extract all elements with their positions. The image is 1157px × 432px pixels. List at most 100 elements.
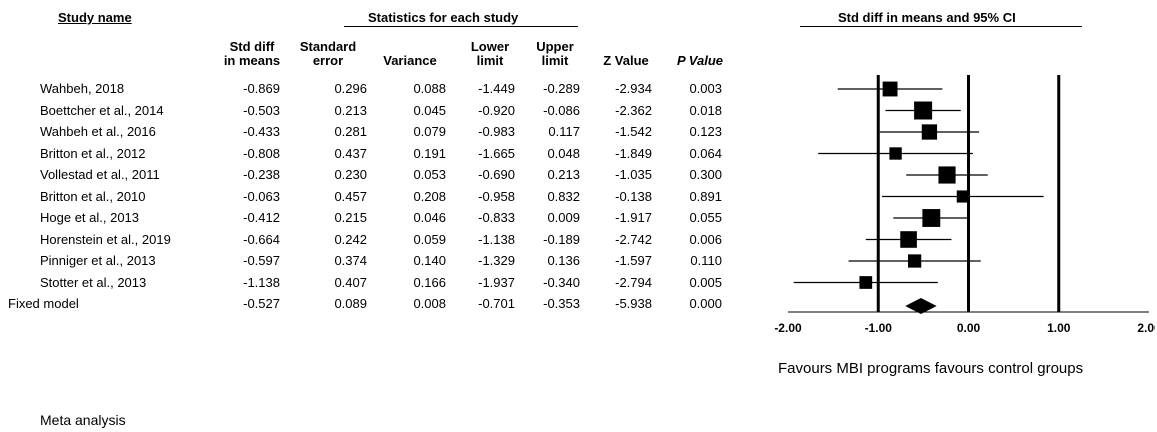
col-header-line1 (664, 40, 736, 54)
col-header-line1: Upper (536, 39, 574, 54)
effect-square (921, 124, 938, 140)
cell-variance: 0.008 (413, 296, 446, 311)
cell-upper: 0.009 (547, 210, 580, 225)
col-header-line2: Z Value (603, 53, 649, 68)
stats-title-rule (344, 26, 578, 27)
stats-title: Statistics for each study (368, 10, 519, 25)
cell-upper: 0.117 (548, 124, 580, 139)
cell-p: 0.000 (689, 296, 722, 311)
cell-z: -2.742 (615, 231, 652, 247)
cell-lower: -1.449 (478, 81, 515, 96)
cell-std-diff: -0.527 (243, 296, 280, 311)
x-tick-label: -1.00 (865, 321, 893, 335)
cell-z: -2.934 (615, 81, 652, 96)
cell-std-diff: -0.808 (243, 145, 280, 161)
cell-p: 0.003 (689, 81, 722, 96)
col-header-lower: Lower limit (455, 40, 525, 68)
x-tick-label: 2.00 (1137, 321, 1155, 335)
cell-lower: -0.690 (478, 167, 515, 182)
cell-upper: -0.340 (543, 274, 580, 290)
cell-std-diff: -0.597 (243, 253, 280, 268)
col-header-line2: in means (223, 53, 281, 68)
cell-p: 0.064 (689, 145, 722, 161)
col-header-line2: error (312, 53, 344, 68)
cell-se: 0.242 (334, 231, 367, 247)
study-name: Wahbeh, 2018 (40, 81, 125, 96)
col-header-std-diff: Std diff in means (212, 40, 292, 68)
effect-square (882, 81, 898, 97)
effect-square (956, 190, 969, 203)
study-name: Horenstein et al., 2019 (40, 231, 171, 247)
cell-p: 0.891 (689, 188, 722, 204)
cell-z: -1.917 (615, 210, 652, 225)
cell-p: 0.006 (689, 231, 722, 247)
cell-std-diff: -0.063 (243, 188, 280, 204)
cell-z: -2.794 (615, 274, 652, 290)
study-name: Boettcher et al., 2014 (40, 102, 164, 118)
cell-variance: 0.045 (413, 102, 446, 118)
cell-std-diff: -0.433 (243, 124, 280, 139)
cell-variance: 0.166 (413, 274, 446, 290)
col-header-line2: limit (541, 53, 569, 68)
cell-p: 0.123 (689, 124, 722, 139)
cell-upper: -0.086 (543, 102, 580, 118)
col-header-z: Z Value (590, 40, 662, 68)
cell-variance: 0.191 (413, 145, 446, 161)
cell-lower: -1.329 (478, 253, 515, 268)
cell-std-diff: -1.138 (243, 274, 280, 290)
cell-upper: 0.136 (547, 253, 580, 268)
col-header-line1: Std diff (229, 39, 275, 54)
study-name: Vollestad et al., 2011 (40, 167, 160, 182)
cell-z: -5.938 (615, 296, 652, 311)
cell-variance: 0.140 (413, 253, 446, 268)
cell-lower: -1.665 (478, 145, 515, 161)
x-tick-label: 0.00 (957, 321, 981, 335)
cell-upper: -0.353 (543, 296, 580, 311)
col-header-variance: Variance (370, 40, 450, 68)
cell-variance: 0.079 (413, 124, 446, 139)
col-header-line2: Variance (383, 53, 437, 68)
cell-lower: -1.138 (478, 231, 515, 247)
cell-std-diff: -0.664 (243, 231, 280, 247)
cell-se: 0.374 (334, 253, 367, 268)
x-tick-label: -2.00 (774, 321, 802, 335)
summary-row-name: Fixed model (8, 296, 79, 311)
cell-lower: -0.958 (478, 188, 515, 204)
cell-variance: 0.046 (413, 210, 446, 225)
col-header-line1: Lower (470, 39, 510, 54)
study-name: Stotter et al., 2013 (40, 274, 147, 290)
ci-title: Std diff in means and 95% CI (838, 10, 1016, 25)
effect-square (908, 254, 922, 268)
cell-lower: -0.983 (478, 124, 515, 139)
col-header-line2: limit (476, 53, 504, 68)
study-name-header: Study name (58, 10, 132, 25)
cell-lower: -1.937 (478, 274, 515, 290)
effect-square (859, 276, 873, 289)
cell-se: 0.230 (334, 167, 367, 182)
col-header-line1: Standard (299, 39, 357, 54)
cell-std-diff: -0.869 (243, 81, 280, 96)
cell-se: 0.089 (334, 296, 367, 311)
cell-p: 0.018 (689, 102, 722, 118)
cell-z: -2.362 (615, 102, 652, 118)
cell-lower: -0.920 (478, 102, 515, 118)
forest-plot: -2.00 -1.00 0.00 1.00 2.00 (774, 75, 1155, 335)
cell-upper: 0.048 (547, 145, 580, 161)
cell-se: 0.296 (334, 81, 367, 96)
cell-p: 0.300 (689, 167, 722, 182)
x-axis-label: Favours MBI programs favours control gro… (778, 360, 1084, 377)
cell-z: -1.597 (615, 253, 652, 268)
cell-upper: 0.832 (547, 188, 580, 204)
cell-p: 0.005 (689, 274, 722, 290)
cell-se: 0.437 (334, 145, 367, 161)
cell-se: 0.213 (334, 102, 367, 118)
cell-se: 0.215 (334, 210, 367, 225)
cell-variance: 0.208 (413, 188, 446, 204)
col-header-upper: Upper limit (520, 40, 590, 68)
cell-lower: -0.701 (478, 296, 515, 311)
col-header-line1 (370, 40, 450, 54)
effect-square (889, 147, 902, 160)
study-name: Pinniger et al., 2013 (40, 253, 156, 268)
cell-se: 0.457 (334, 188, 367, 204)
col-header-line1 (590, 40, 662, 54)
